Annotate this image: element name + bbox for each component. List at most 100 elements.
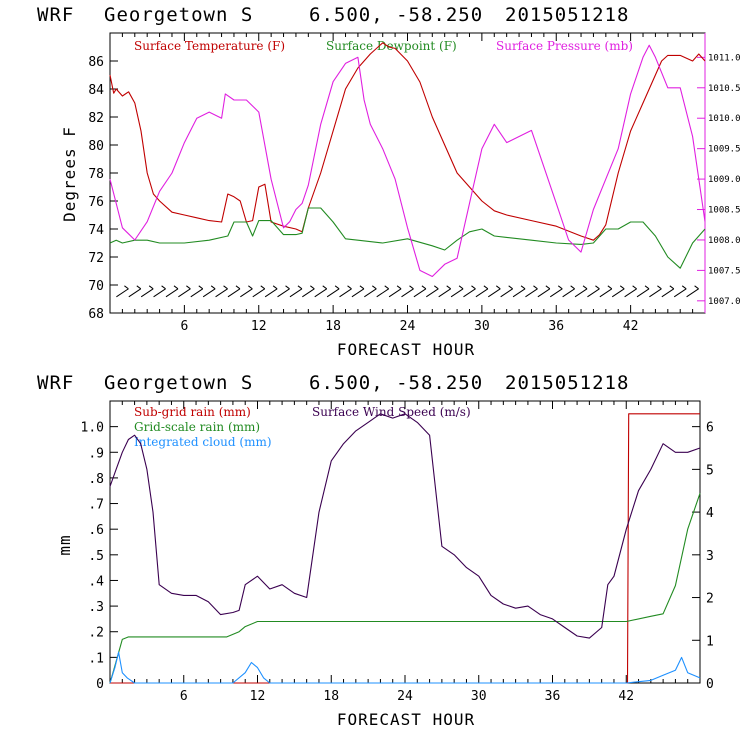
wind-barb-flag — [297, 285, 303, 290]
bottom-y-tick-label: .8 — [88, 472, 104, 487]
wind-barb — [153, 288, 166, 298]
bottom-header-coords: 6.500, -58.250 — [309, 372, 483, 394]
top-plot-frame — [109, 32, 706, 314]
top-x-axis-label: FORECAST HOUR — [337, 340, 475, 359]
wind-barb-flag — [533, 285, 538, 290]
wind-barb-flag — [384, 285, 390, 290]
wind-barb-flag — [421, 285, 427, 290]
wind-barb-flag — [508, 285, 513, 290]
top-y-tick-label: 82 — [88, 111, 104, 126]
bottom-legend-wind: Surface Wind Speed (m/s) — [312, 405, 471, 419]
wind-barb — [450, 288, 464, 298]
wind-barb-flag — [545, 285, 551, 290]
bottom-legend-gridscale: Grid-scale rain (mm) — [134, 420, 260, 434]
top-legend: Surface Temperature (F) Surface Dewpoint… — [134, 39, 633, 53]
wind-barb-flag — [223, 285, 228, 290]
temperature-panel: WRF Georgetown S 6.500, -58.250 20150512… — [37, 4, 740, 359]
bottom-y-axis-label: mm — [55, 534, 74, 555]
top-x-tick-label: 6 — [180, 319, 188, 334]
bottom-legend-cloud: Integrated cloud (mm) — [134, 435, 272, 449]
wind-barb — [190, 288, 204, 298]
top-y2-tick-label: 1011.0 — [708, 53, 740, 63]
bottom-x-tick-label: 42 — [618, 689, 634, 704]
bottom-y2-tick-label: 0 — [706, 677, 714, 692]
wind-barb — [512, 288, 526, 298]
wind-barb — [475, 288, 489, 298]
wind-barb — [302, 288, 315, 298]
precipitation-panel: WRF Georgetown S 6.500, -58.250 20150512… — [37, 372, 714, 729]
wind-barb — [525, 288, 538, 298]
wind-barb-flag — [433, 285, 439, 290]
bottom-y2-tick-label: 5 — [706, 463, 714, 478]
wind-barb-flag — [557, 285, 563, 290]
bottom-y2-tick-label: 2 — [706, 592, 714, 607]
top-header-location: Georgetown S — [104, 4, 253, 26]
wind-barb — [624, 288, 637, 298]
wind-barb — [240, 288, 253, 298]
top-y2-tick-label: 1009.0 — [708, 175, 740, 185]
top-header: WRF Georgetown S 6.500, -58.250 20150512… — [37, 4, 628, 26]
wind-barb-flag — [186, 285, 191, 290]
wind-barb-flag — [310, 285, 315, 290]
wind-barb-flag — [582, 285, 588, 290]
wind-barb-flag — [409, 285, 414, 290]
bottom-y-tick-label: 1.0 — [81, 421, 104, 436]
wind-barb — [463, 288, 476, 298]
wind-barb — [264, 288, 278, 298]
wind-barb-flag — [235, 285, 241, 290]
bottom-y-tick-label: .4 — [88, 574, 104, 589]
wind-barb — [549, 288, 563, 298]
wind-barb — [537, 288, 551, 298]
wind-barb — [165, 288, 179, 298]
top-x-tick-label: 12 — [251, 319, 267, 334]
wind-barb — [339, 288, 352, 298]
wind-barb — [351, 288, 365, 298]
bottom-x-axis-label: FORECAST HOUR — [337, 710, 475, 729]
top-y2-tick-label: 1008.5 — [708, 206, 740, 216]
top-y2-tick-label: 1010.0 — [708, 114, 740, 124]
bottom-series-line — [109, 651, 701, 684]
bottom-header-model: WRF — [37, 372, 74, 394]
top-x-tick-label: 24 — [400, 319, 416, 334]
wind-barb — [673, 288, 687, 298]
wind-barb-flag — [657, 285, 662, 290]
wind-barb-flag — [632, 285, 637, 290]
bottom-series-line — [109, 493, 701, 684]
top-y-tick-label: 70 — [88, 279, 104, 294]
bottom-y-tick-label: .9 — [88, 446, 104, 461]
top-y-tick-label: 76 — [88, 195, 104, 210]
wind-barb-flag — [694, 285, 699, 290]
wind-barb — [661, 288, 675, 298]
wind-barb — [178, 288, 191, 298]
top-series-line — [109, 42, 706, 241]
bottom-series-line — [110, 413, 700, 684]
top-y-tick-label: 72 — [88, 251, 104, 266]
bottom-y-tick-label: 0 — [96, 677, 104, 692]
wind-barb — [252, 288, 266, 298]
wind-barb-flag — [210, 285, 216, 290]
bottom-y-tick-label: .6 — [88, 523, 104, 538]
top-x-tick-label: 18 — [325, 319, 341, 334]
top-series-line — [109, 44, 706, 278]
top-y-tick-label: 84 — [88, 83, 104, 98]
wind-barb-flag — [644, 285, 650, 290]
top-y-tick-label: 68 — [88, 307, 104, 322]
wind-barb — [314, 288, 328, 298]
top-y-tick-label: 74 — [88, 223, 104, 238]
wind-barb — [587, 288, 600, 298]
top-y-tick-label: 86 — [88, 55, 104, 70]
wind-barb-flag — [570, 285, 575, 290]
wind-barb-flag — [322, 285, 328, 290]
wind-barb-flag — [681, 285, 687, 290]
wind-barb-flag — [272, 285, 278, 290]
wind-barb — [413, 288, 427, 298]
bottom-y-tick-label: .5 — [88, 549, 104, 564]
wind-barb-flag — [161, 285, 166, 290]
top-legend-pressure: Surface Pressure (mb) — [496, 39, 633, 53]
bottom-y2-tick-label: 6 — [706, 421, 714, 436]
wind-barb-flag — [471, 285, 476, 290]
wind-barb-flag — [136, 285, 142, 290]
bottom-y-tick-label: .3 — [88, 600, 104, 615]
bottom-legend: Sub-grid rain (mm) Grid-scale rain (mm) … — [134, 405, 471, 449]
